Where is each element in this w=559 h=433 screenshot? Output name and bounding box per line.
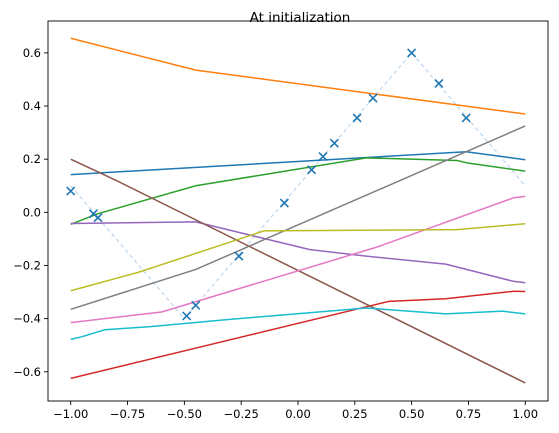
- series-line-4: [71, 291, 526, 378]
- series-line-7: [71, 196, 526, 322]
- y-tick-label: 0.0: [23, 205, 41, 219]
- sample-marker-4: [183, 312, 191, 320]
- x-tick-label: −0.50: [167, 407, 202, 421]
- series-line-9: [71, 224, 526, 291]
- series-line-2: [71, 38, 526, 114]
- sample-marker-14: [435, 79, 443, 87]
- x-tick-label: −0.75: [110, 407, 145, 421]
- target-dashed-line: [71, 53, 526, 319]
- sample-marker-11: [353, 114, 361, 122]
- sample-marker-1: [67, 187, 75, 195]
- y-tick-label: −0.4: [13, 312, 41, 326]
- x-tick-label: 0.25: [342, 407, 368, 421]
- sample-marker-15: [462, 114, 470, 122]
- sample-marker-7: [280, 199, 288, 207]
- y-tick-label: 0.6: [23, 46, 41, 60]
- axis-ticks: −1.00 −0.75 −0.50 −0.25 0.00 0.25 0.50 0.75 1.00…: [13, 46, 538, 421]
- y-tick-label: −0.2: [13, 258, 41, 272]
- sample-marker-5: [192, 301, 200, 309]
- x-tick-label: 1.00: [512, 407, 538, 421]
- x-tick-label: 0.00: [285, 407, 311, 421]
- plot-area: [67, 38, 526, 383]
- x-tick-label: −0.25: [224, 407, 259, 421]
- y-tick-label: 0.2: [23, 152, 41, 166]
- axes-frame: [48, 21, 548, 401]
- y-tick-label: 0.4: [23, 99, 41, 113]
- y-tick-label: −0.6: [13, 365, 41, 379]
- sample-marker-3: [94, 214, 102, 222]
- sample-marker-12: [369, 94, 377, 102]
- sample-marker-6: [235, 252, 243, 260]
- x-tick-label: −1.00: [53, 407, 88, 421]
- x-tick-label: 0.75: [456, 407, 482, 421]
- chart-title: At initialization: [250, 10, 351, 26]
- sample-marker-13: [408, 49, 416, 57]
- x-tick-label: 0.50: [399, 407, 425, 421]
- sample-marker-10: [330, 139, 338, 147]
